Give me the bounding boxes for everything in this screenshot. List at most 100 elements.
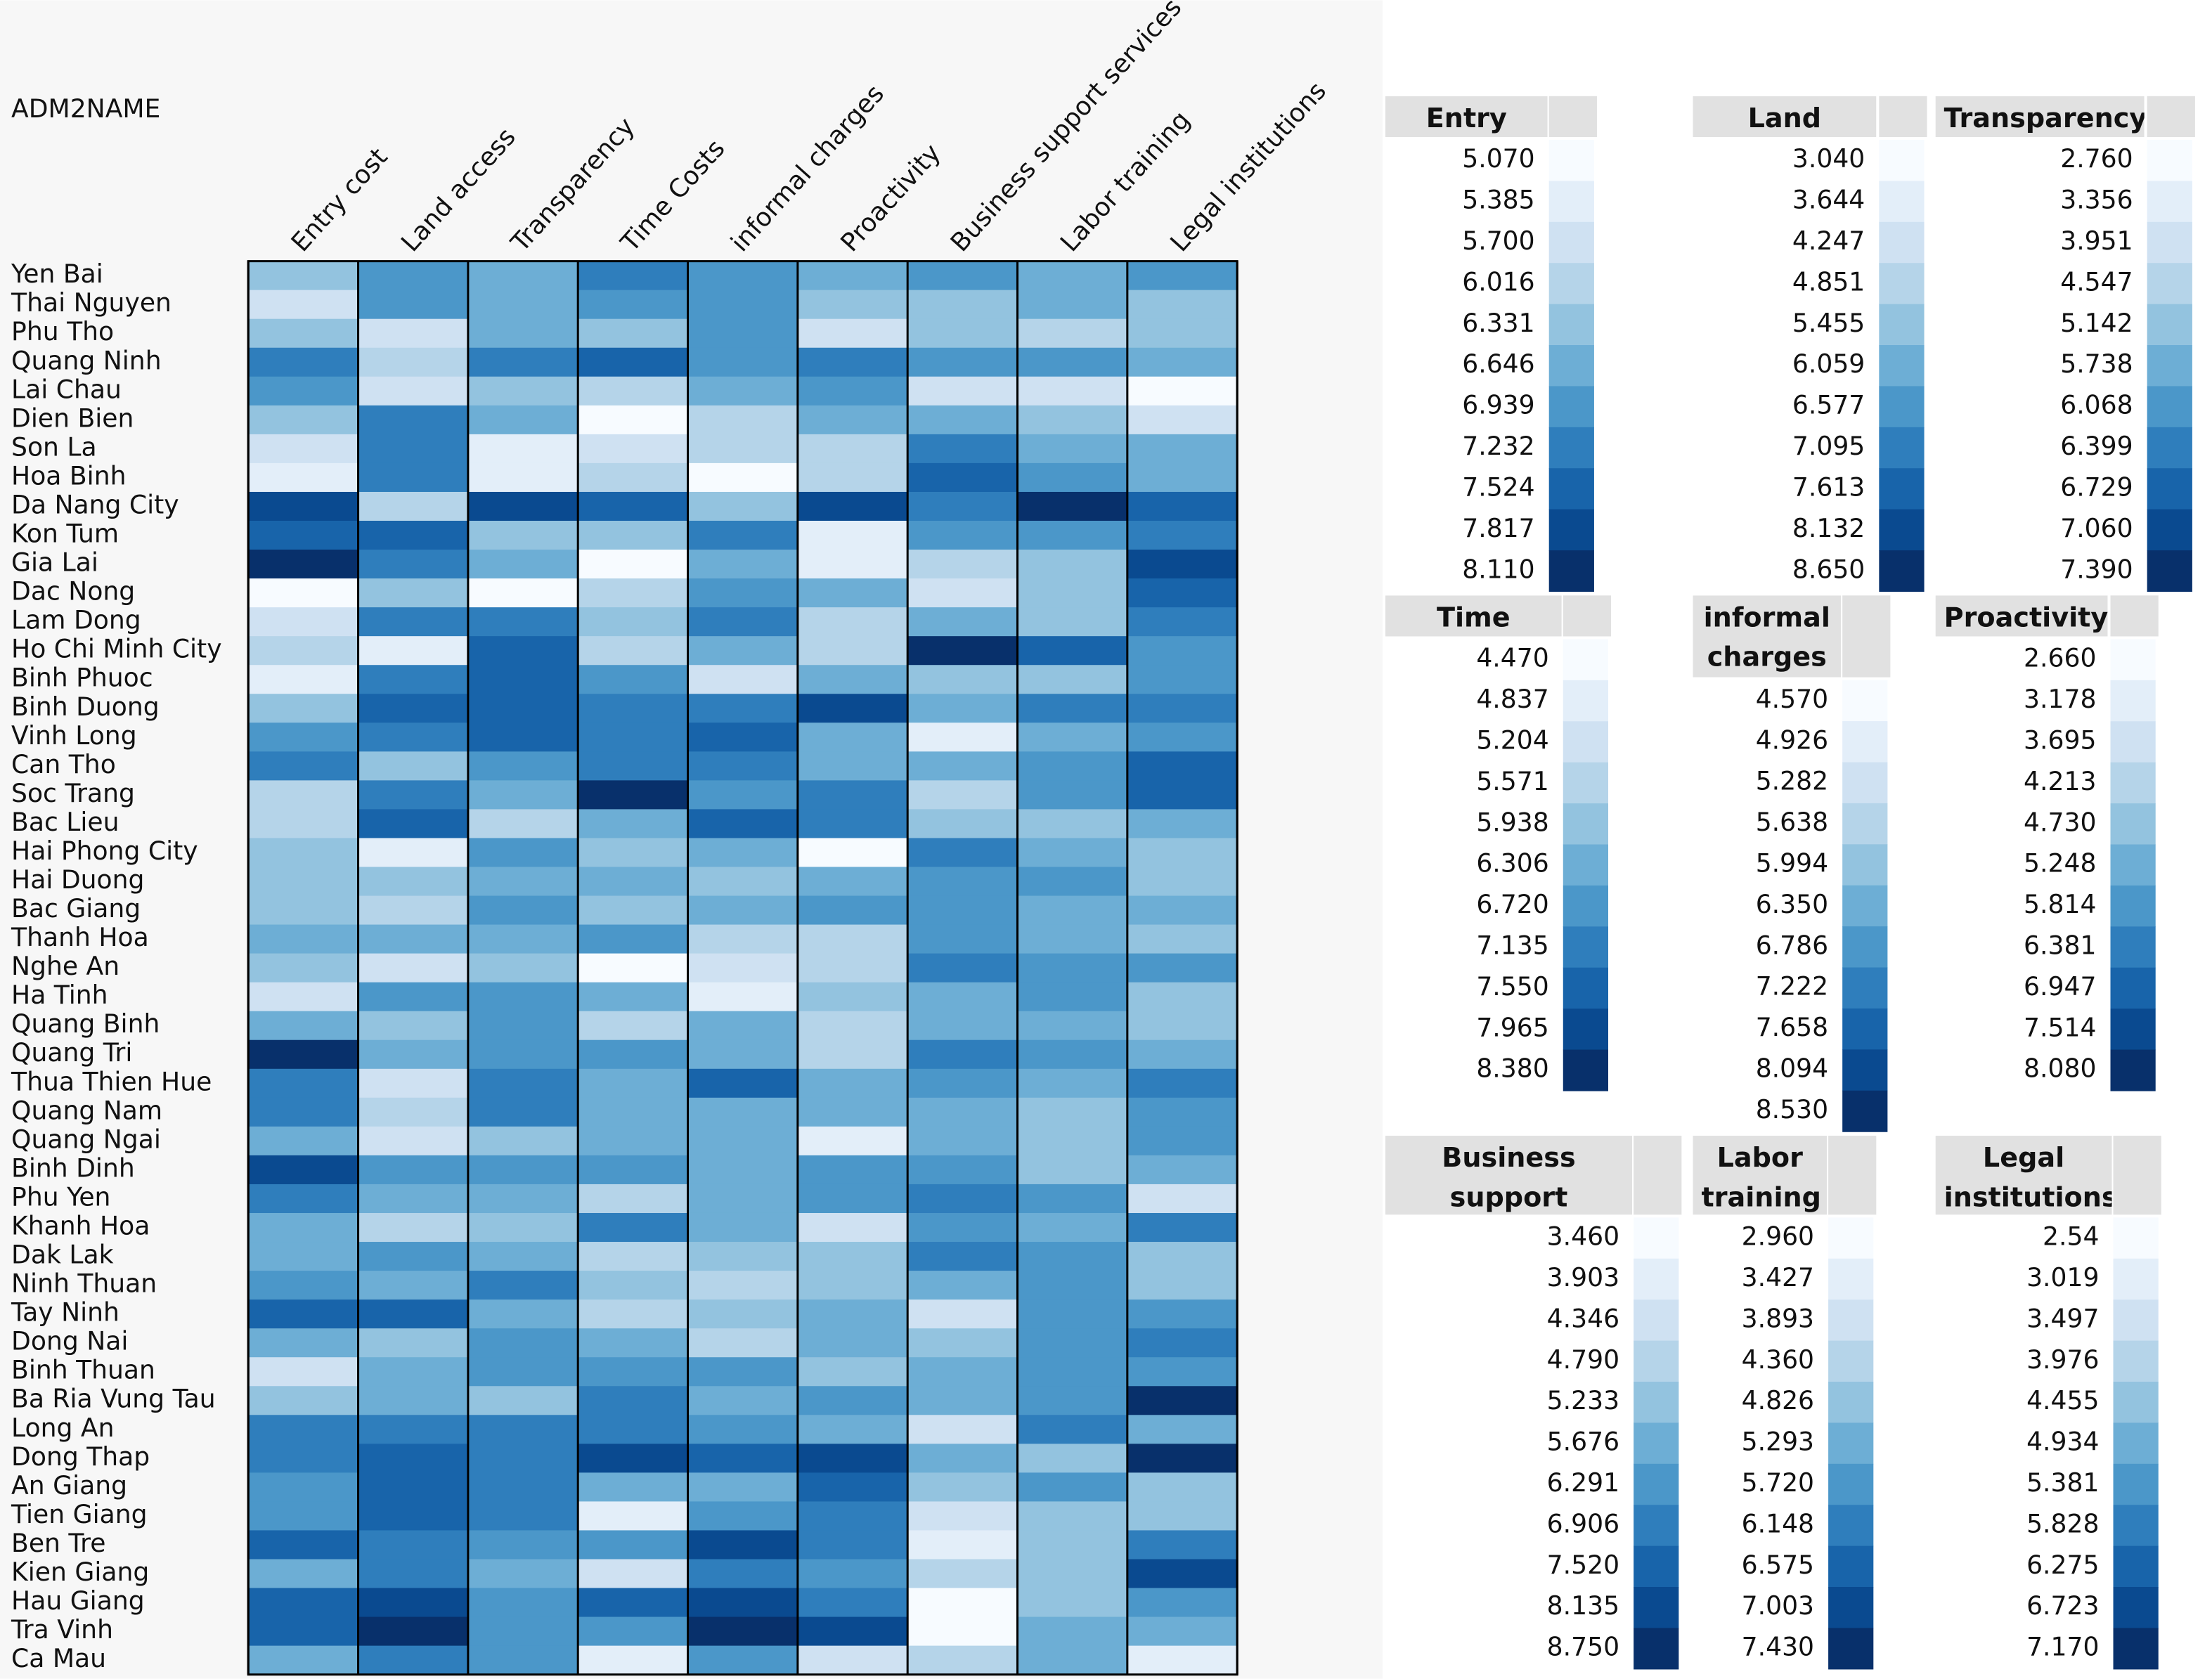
heat-cell: [467, 953, 578, 983]
legend-swatch: [1548, 427, 1594, 469]
heat-cell: [1017, 982, 1128, 1012]
heat-cell: [467, 1184, 578, 1214]
legend-tick-label: 4.851: [1792, 266, 1865, 297]
heat-cell: [1127, 462, 1238, 493]
heat-cell: [797, 982, 908, 1012]
legend-swatch: [1548, 386, 1594, 428]
heat-cell: [467, 867, 578, 897]
heat-cell: [1127, 1039, 1238, 1070]
legend-tick-label: 5.293: [1742, 1427, 1814, 1457]
heat-cell: [358, 405, 469, 435]
row-label: Hai Phong City: [11, 836, 198, 866]
heat-cell: [1127, 1155, 1238, 1185]
heat-cell: [578, 665, 689, 694]
heat-cell: [578, 1299, 689, 1329]
heat-cell: [907, 1645, 1018, 1675]
legend-tick-label: 8.135: [1547, 1590, 1619, 1621]
row-label: Binh Phuoc: [11, 663, 153, 693]
legend-tick-label: 8.750: [1547, 1632, 1619, 1662]
legend-swatch: [1879, 304, 1925, 346]
heat-cell: [467, 1299, 578, 1329]
heat-cell: [687, 578, 798, 608]
row-label: Thai Nguyen: [11, 287, 172, 318]
heat-cell: [797, 520, 908, 550]
heat-cell: [907, 722, 1018, 752]
heat-cell: [1017, 895, 1128, 926]
heat-cell: [467, 1271, 578, 1300]
heat-cell: [467, 1501, 578, 1531]
legend-tick-label: 6.148: [1742, 1508, 1814, 1538]
heat-cell: [358, 318, 469, 349]
legend-tick-label: 5.282: [1756, 766, 1828, 796]
legend-swatch: [2147, 386, 2192, 428]
heat-cell: [907, 1616, 1018, 1647]
legend-tick-label: 6.729: [2060, 472, 2133, 502]
heat-cell: [248, 838, 359, 868]
heat-cell: [358, 924, 469, 954]
row-header: ADM2NAME: [11, 93, 160, 124]
heat-cell: [578, 1472, 689, 1503]
heat-cell: [1127, 636, 1238, 666]
legend-tick-label: 6.947: [2024, 971, 2096, 1001]
row-label: Phu Tho: [11, 316, 114, 346]
heat-cell: [1017, 953, 1128, 983]
row-label: Bac Lieu: [11, 807, 119, 837]
legend-tick-label: 7.965: [1476, 1012, 1548, 1042]
heat-cell: [1017, 636, 1128, 666]
heat-cell: [1017, 1559, 1128, 1589]
legend-swatch: [1548, 221, 1594, 264]
heat-cell: [1017, 1212, 1128, 1243]
heat-cell: [358, 1616, 469, 1647]
legend-swatch: [1842, 762, 1888, 804]
legend-swatch: [2110, 1049, 2156, 1091]
heat-cell: [467, 578, 578, 608]
legend-title: Labor training: [1693, 1135, 1828, 1215]
legend-tick-label: 6.906: [1547, 1508, 1619, 1538]
legend-tick-label: 4.213: [2024, 766, 2096, 796]
heat-cell: [1127, 1126, 1238, 1156]
heat-cell: [1017, 1155, 1128, 1185]
heat-cell: [248, 1357, 359, 1387]
heat-cell: [797, 1357, 908, 1387]
legend-tick-label: 3.356: [2060, 185, 2133, 215]
legend-tick-label: 7.613: [1792, 472, 1865, 502]
legend-header-box: [2110, 595, 2159, 637]
heat-cell: [907, 405, 1018, 435]
legend-swatch: [1548, 181, 1594, 223]
row-label: Quang Nam: [11, 1095, 162, 1125]
legend-swatch: [1634, 1381, 1679, 1424]
heat-cell: [578, 318, 689, 349]
legend-swatch: [1548, 550, 1594, 592]
row-label: Binh Duong: [11, 692, 160, 722]
row-label: Bac Giang: [11, 893, 141, 923]
heat-cell: [687, 290, 798, 320]
heat-cell: [248, 1039, 359, 1070]
heat-cell: [578, 722, 689, 752]
heat-cell: [907, 1472, 1018, 1503]
heat-cell: [578, 1271, 689, 1300]
heat-cell: [687, 751, 798, 781]
heat-cell: [1127, 1415, 1238, 1444]
heat-cell: [578, 838, 689, 868]
heat-cell: [358, 1271, 469, 1300]
heat-cell: [1127, 318, 1238, 349]
heat-cell: [1127, 1472, 1238, 1503]
legend-swatch: [1548, 468, 1594, 510]
legend-swatch: [1879, 509, 1925, 551]
legend-swatch: [2113, 1381, 2159, 1424]
heat-cell: [687, 1472, 798, 1503]
heat-cell: [907, 434, 1018, 464]
legend-tick-label: 5.571: [1476, 766, 1548, 796]
row-label: Quang Binh: [11, 1009, 160, 1039]
heat-cell: [467, 895, 578, 926]
heat-cell: [467, 809, 578, 839]
legend-tick-label: 5.938: [1476, 807, 1548, 837]
heat-cell: [358, 462, 469, 493]
legend-swatch: [2110, 844, 2156, 886]
heat-cell: [1017, 1645, 1128, 1675]
legend-tick-label: 8.132: [1792, 513, 1865, 543]
heat-cell: [358, 1299, 469, 1329]
legend-tick-label: 7.520: [1547, 1550, 1619, 1580]
legend-tick-label: 4.455: [2026, 1385, 2099, 1415]
heat-cell: [907, 1530, 1018, 1560]
